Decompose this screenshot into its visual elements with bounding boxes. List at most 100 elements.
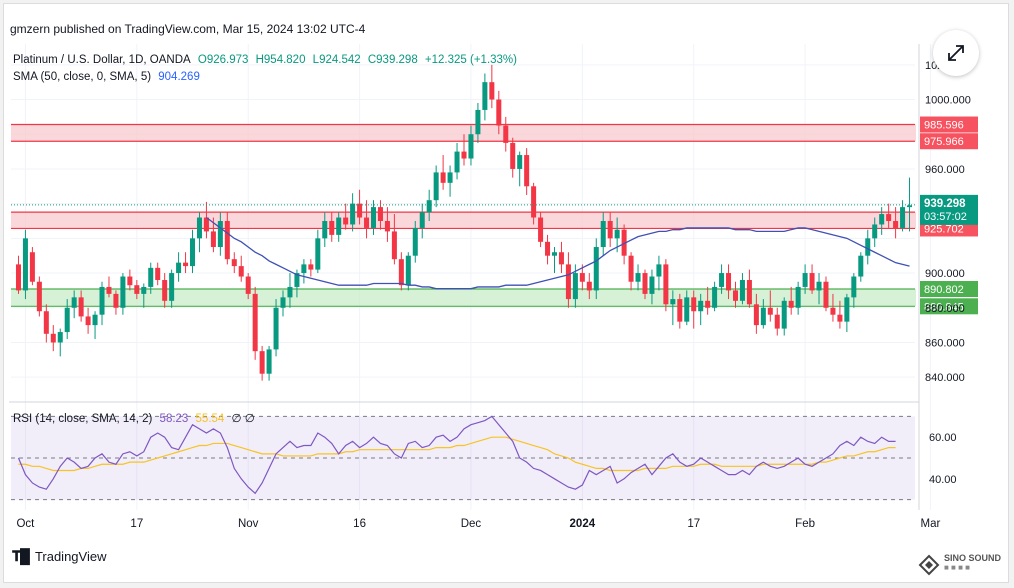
candle-body [907,205,913,208]
candle-body [558,252,564,265]
candle-body [489,82,495,100]
candle-body [614,229,620,239]
candle-body [78,297,84,317]
candle-body [823,281,829,308]
candle-body [308,264,314,270]
candle-body [127,276,133,286]
rsi-sma-line [18,436,896,472]
time-tick-label: 17 [687,518,700,530]
rsi-value: 58.23 [159,413,189,425]
candle-body [621,229,627,256]
price-tick-label: 900.000 [925,268,965,280]
candle-body [350,203,356,225]
candle-body [190,238,196,267]
zone-price-label: 890.802 [924,284,964,296]
candle-body [169,273,175,301]
candle-body [301,264,307,274]
candle-body [322,221,328,239]
candle-body [85,316,91,326]
candle-body [447,172,453,183]
candle-body [712,286,718,308]
candle-body [572,273,578,300]
candle-body [120,276,126,308]
candle-body [579,273,585,282]
candle-body [280,297,286,308]
price-tick-label: 840.000 [925,372,965,384]
time-tick-label: Oct [16,518,35,530]
candle-body [391,231,397,260]
countdown-label: 03:57:02 [924,211,967,223]
last-price-label: 939.298 [924,198,966,210]
candle-body [454,151,460,173]
price-legend: Platinum / U.S. Dollar, 1D, OANDA O926.9… [13,54,521,66]
tradingview-logo[interactable]: 𝐓█ TradingView [12,548,106,565]
candle-body [336,217,342,235]
candle-body [196,217,202,239]
zone-price-label-bg [920,298,978,315]
candle-body [475,109,481,135]
candle-body [809,273,815,291]
candle-body [663,264,669,305]
candle-body [698,300,704,312]
candle-body [433,172,439,201]
tradingview-mark-icon: 𝐓█ [12,548,30,564]
rsi-sma-value: 55.54 [195,413,225,425]
publisher-line: gmzern published on TradingView.com, Mar… [10,22,366,36]
candle-body [273,307,279,350]
candle-body [739,280,745,301]
expand-button[interactable] [933,30,979,76]
candle-body [22,238,28,291]
candle-body [217,221,223,248]
candle-body [531,186,537,218]
candle-body [343,217,349,225]
candle-body [99,286,105,315]
candle-body [732,290,738,301]
watermark-text: SINO SOUND [944,553,1002,563]
zone-price-label-bg [920,116,978,133]
candle-body [148,267,154,287]
candle-body [879,214,885,225]
time-tick-label: Feb [795,518,815,530]
candle-body [600,221,606,248]
candle-body [440,172,446,183]
candle-body [565,264,571,300]
candle-body [753,304,759,326]
candle-body [461,151,467,159]
candle-body [628,255,634,282]
candle-body [357,203,363,218]
rsi-legend: RSI (14, close, SMA, 14, 2) 58.23 55.54 … [13,411,259,425]
candle-body [816,281,822,291]
candle-body [50,333,56,343]
candle-body [900,207,906,228]
low-value: L924.542 [312,54,361,66]
brand-name: TradingView [34,549,107,564]
candle-body [36,281,42,312]
candle-body [795,286,801,308]
candle-body [113,293,119,308]
candle-body [203,217,209,232]
candle-body [865,238,871,256]
zone-price-label: 925.702 [924,223,964,235]
candle-body [426,200,432,213]
time-tick-label: 16 [353,518,366,530]
zone-mid-resistance [11,212,916,229]
candle-body [691,297,697,312]
sma-label: SMA (50, close, 0, SMA, 5) [13,71,152,83]
candle-body [29,252,35,282]
candle-body [224,221,230,260]
candle-body [405,255,411,286]
candle-body [468,134,474,159]
time-tick-label: 2024 [570,518,596,530]
candle-body [781,300,787,329]
change-value: +12.325 (+1.33%) [424,54,517,66]
candle-body [649,276,655,294]
candle-body [593,247,599,291]
candle-body [176,262,182,274]
chart-area[interactable]: 985.596975.966935.125925.702890.802880.8… [9,44,999,540]
candle-body [684,297,690,322]
candle-body [15,264,21,291]
zone-price-label: 880.845 [924,301,964,313]
candle-body [329,221,335,235]
rsi-line [17,415,896,495]
candle-body [586,281,592,291]
